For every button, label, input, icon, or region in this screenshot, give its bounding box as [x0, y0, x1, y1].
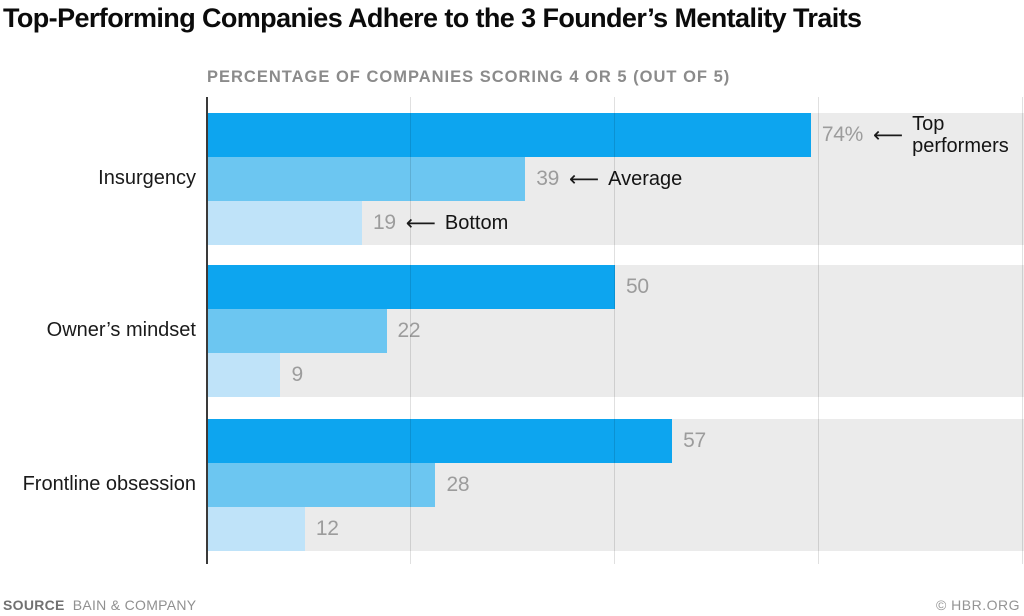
chart-subtitle: PERCENTAGE OF COMPANIES SCORING 4 OR 5 (… [207, 68, 731, 86]
category-label-frontline-obsession: Frontline obsession [22, 473, 196, 495]
bar-group-owner-s-mindset: 50 22 9 [207, 265, 1024, 397]
bar-group-frontline-obsession: 57 28 12 [207, 419, 1024, 551]
bar-row-bottom: 9 [207, 353, 1024, 397]
source-value: BAIN & COMPANY [72, 597, 197, 613]
y-axis-line [206, 97, 208, 564]
gridline-25 [410, 97, 411, 564]
series-annotation-average: Average [608, 168, 683, 190]
bar-top-performers [207, 113, 811, 157]
chart-plot: 74% ⟵ Top performers 39 ⟵ Average 19 ⟵ Bottom 50 2… [207, 97, 1024, 564]
gridline-100 [1022, 97, 1023, 564]
bar-value-label: 50 [626, 275, 649, 298]
bar-average [207, 463, 436, 507]
category-label-owners-mindset: Owner’s mindset [46, 319, 196, 341]
bar-bottom [207, 507, 305, 551]
category-label-insurgency: Insurgency [98, 167, 196, 189]
bar-top-performers [207, 419, 673, 463]
bar-row-average: 28 [207, 463, 1024, 507]
bar-value-label: 57 [683, 429, 706, 452]
bar-row-average: 22 [207, 309, 1024, 353]
left-arrow-icon: ⟵ [569, 166, 600, 191]
bar-value-label: 9 [291, 363, 303, 386]
page-title: Top-Performing Companies Adhere to the 3… [3, 3, 862, 33]
bar-value-label: 39 [536, 167, 559, 190]
source-note: SOURCE BAIN & COMPANY [3, 597, 196, 613]
bar-value-label: 28 [446, 473, 470, 496]
series-annotation-top-performers: Top performers [912, 113, 1009, 157]
left-arrow-icon: ⟵ [872, 122, 904, 147]
bar-value-label: 74% [821, 123, 863, 146]
series-annotation-bottom: Bottom [444, 212, 509, 234]
bar-top-performers [207, 265, 615, 309]
bar-average [207, 309, 387, 353]
bar-row-top-performers: 50 [207, 265, 1024, 309]
bar-row-top-performers: 57 [207, 419, 1024, 463]
credit-note: © HBR.ORG [935, 597, 1020, 613]
source-label: SOURCE [3, 597, 65, 613]
bar-value-label: 22 [397, 319, 421, 342]
bar-bottom [207, 353, 281, 397]
bar-row-bottom: 12 [207, 507, 1024, 551]
bar-value-label: 19 [373, 211, 396, 234]
bar-average [207, 157, 526, 201]
bar-value-label: 12 [315, 517, 339, 540]
gridline-75 [818, 97, 819, 564]
bar-row-average: 39 ⟵ Average [207, 157, 1024, 201]
bar-group-insurgency: 74% ⟵ Top performers 39 ⟵ Average 19 ⟵ Bottom [207, 113, 1024, 245]
bar-row-bottom: 19 ⟵ Bottom [207, 201, 1024, 245]
bar-row-top-performers: 74% ⟵ Top performers [207, 113, 1024, 157]
left-arrow-icon: ⟵ [405, 210, 436, 235]
gridline-50 [614, 97, 615, 564]
bar-bottom [207, 201, 363, 245]
